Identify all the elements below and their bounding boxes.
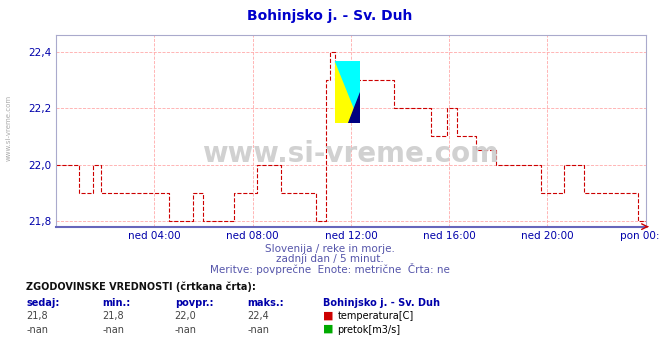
Text: -nan: -nan <box>26 325 48 335</box>
Text: 22,0: 22,0 <box>175 311 196 321</box>
Text: ZGODOVINSKE VREDNOSTI (črtkana črta):: ZGODOVINSKE VREDNOSTI (črtkana črta): <box>26 282 256 292</box>
Text: -nan: -nan <box>175 325 196 335</box>
Text: zadnji dan / 5 minut.: zadnji dan / 5 minut. <box>275 254 384 264</box>
Text: -nan: -nan <box>247 325 269 335</box>
Text: ■: ■ <box>323 311 333 321</box>
Text: Meritve: povprečne  Enote: metrične  Črta: ne: Meritve: povprečne Enote: metrične Črta:… <box>210 263 449 275</box>
Text: 21,8: 21,8 <box>26 311 48 321</box>
Polygon shape <box>335 61 360 123</box>
Text: maks.:: maks.: <box>247 298 284 308</box>
Text: 21,8: 21,8 <box>102 311 124 321</box>
Text: www.si-vreme.com: www.si-vreme.com <box>202 140 500 168</box>
Text: temperatura[C]: temperatura[C] <box>337 311 414 321</box>
Text: min.:: min.: <box>102 298 130 308</box>
Text: Slovenija / reke in morje.: Slovenija / reke in morje. <box>264 244 395 254</box>
Text: povpr.:: povpr.: <box>175 298 213 308</box>
Text: sedaj:: sedaj: <box>26 298 60 308</box>
Polygon shape <box>335 61 360 123</box>
Text: Bohinjsko j. - Sv. Duh: Bohinjsko j. - Sv. Duh <box>323 298 440 308</box>
Text: 22,4: 22,4 <box>247 311 269 321</box>
Text: -nan: -nan <box>102 325 124 335</box>
Text: ■: ■ <box>323 324 333 334</box>
Text: Bohinjsko j. - Sv. Duh: Bohinjsko j. - Sv. Duh <box>247 9 412 22</box>
Polygon shape <box>348 92 360 123</box>
Text: www.si-vreme.com: www.si-vreme.com <box>5 95 12 161</box>
Text: pretok[m3/s]: pretok[m3/s] <box>337 325 401 335</box>
